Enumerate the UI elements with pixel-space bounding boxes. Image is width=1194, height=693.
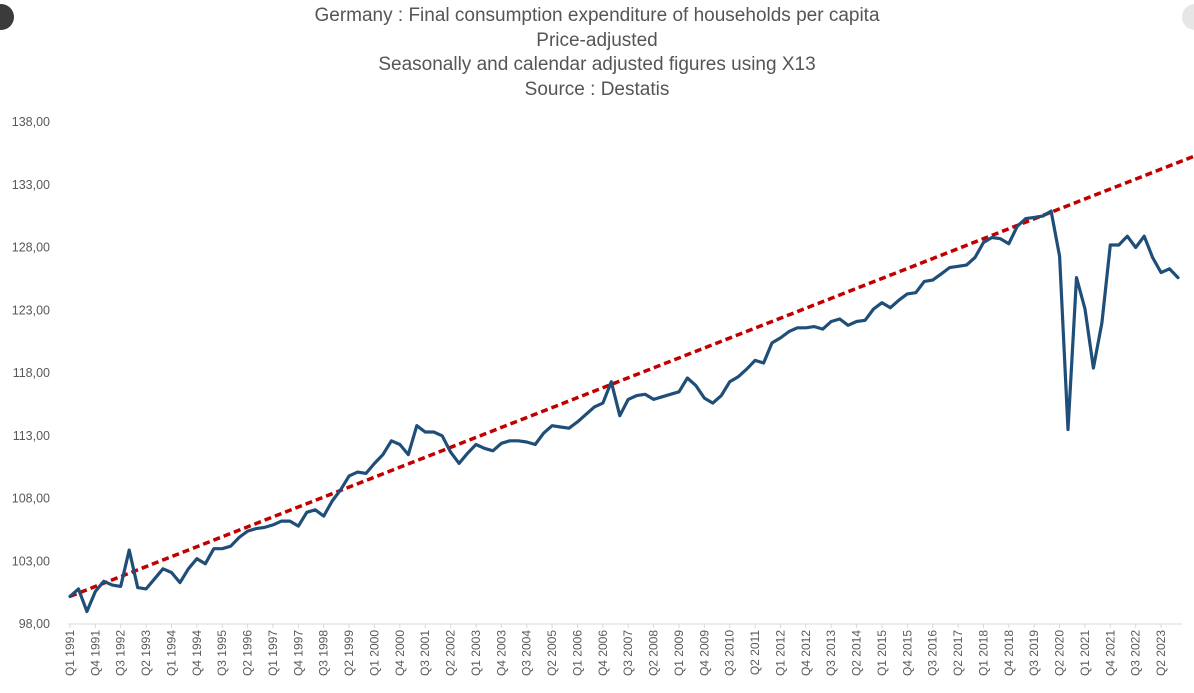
edge-control-left[interactable] — [0, 4, 14, 30]
x-tick-label: Q4 2015 — [900, 630, 914, 676]
edge-control-right[interactable] — [1182, 4, 1194, 30]
x-tick-label: Q1 1991 — [63, 630, 77, 676]
x-tick-label: Q2 2002 — [444, 630, 458, 676]
x-tick-label: Q1 2015 — [875, 630, 889, 676]
x-tick-label: Q2 2005 — [545, 630, 559, 676]
x-tick-label: Q3 2010 — [723, 630, 737, 676]
title-line-3: Seasonally and calendar adjusted figures… — [378, 54, 816, 75]
x-tick-label: Q1 2018 — [976, 630, 990, 676]
series-line — [68, 209, 1180, 614]
x-tick-label: Q2 1993 — [139, 630, 153, 676]
x-tick-label: Q4 2012 — [799, 630, 813, 676]
x-tick-label: Q3 1992 — [114, 630, 128, 676]
x-tick-label: Q4 2000 — [393, 630, 407, 676]
x-tick-label: Q3 2013 — [824, 630, 838, 676]
x-tick-label: Q1 2021 — [1078, 630, 1092, 676]
x-tick-label: Q1 2012 — [773, 630, 787, 676]
chart-title: Germany : Final consumption expenditure … — [0, 4, 1194, 102]
x-tick-label: Q1 2009 — [672, 630, 686, 676]
x-tick-label: Q3 1998 — [317, 630, 331, 676]
y-tick-label: 138,00 — [12, 115, 50, 129]
x-tick-label: Q3 1995 — [215, 630, 229, 676]
x-tick-label: Q1 2003 — [469, 630, 483, 676]
x-tick-label: Q4 2018 — [1002, 630, 1016, 676]
x-tick-label: Q4 1997 — [291, 630, 305, 676]
x-tick-label: Q2 2014 — [850, 630, 864, 676]
x-tick-label: Q2 2023 — [1154, 630, 1168, 676]
x-tick-label: Q3 2019 — [1027, 630, 1041, 676]
x-tick-label: Q4 2009 — [697, 630, 711, 676]
title-line-4: Source : Destatis — [524, 78, 670, 100]
x-tick-label: Q2 2011 — [748, 630, 762, 675]
x-tick-label: Q3 2007 — [621, 630, 635, 676]
x-tick-label: Q3 2004 — [520, 630, 534, 676]
trend-line — [69, 154, 1194, 599]
x-tick-label: Q3 2016 — [926, 630, 940, 676]
x-tick-label: Q2 2017 — [951, 630, 965, 676]
x-tick-label: Q3 2022 — [1129, 630, 1143, 676]
x-tick-label: Q1 2000 — [367, 630, 381, 676]
x-tick-label: Q1 2006 — [570, 630, 584, 676]
x-tick-label: Q4 2003 — [494, 630, 508, 676]
y-tick-label: 113,00 — [13, 429, 50, 443]
y-tick-label: 123,00 — [12, 303, 50, 317]
title-line-1: Germany : Final consumption expenditure … — [314, 5, 880, 26]
y-tick-label: 98,00 — [19, 617, 50, 631]
x-tick-label: Q3 2001 — [418, 630, 432, 676]
y-tick-label: 108,00 — [12, 492, 50, 506]
x-tick-label: Q2 2008 — [647, 630, 661, 676]
title-line-2: Price-adjusted — [536, 29, 658, 51]
x-tick-label: Q2 1996 — [241, 630, 255, 676]
x-tick-label: Q4 2006 — [596, 630, 610, 676]
x-tick-label: Q4 1994 — [190, 630, 204, 676]
x-tick-label: Q4 1991 — [88, 630, 102, 676]
x-tick-label: Q2 2020 — [1053, 630, 1067, 676]
y-tick-label: 133,00 — [12, 178, 50, 192]
x-tick-label: Q4 2021 — [1103, 630, 1117, 676]
y-tick-label: 103,00 — [12, 554, 50, 568]
y-tick-label: 118,00 — [13, 366, 50, 380]
x-tick-label: Q2 1999 — [342, 630, 356, 676]
x-tick-label: Q1 1997 — [266, 630, 280, 676]
x-tick-label: Q1 1994 — [164, 630, 178, 676]
y-tick-label: 128,00 — [12, 241, 50, 255]
